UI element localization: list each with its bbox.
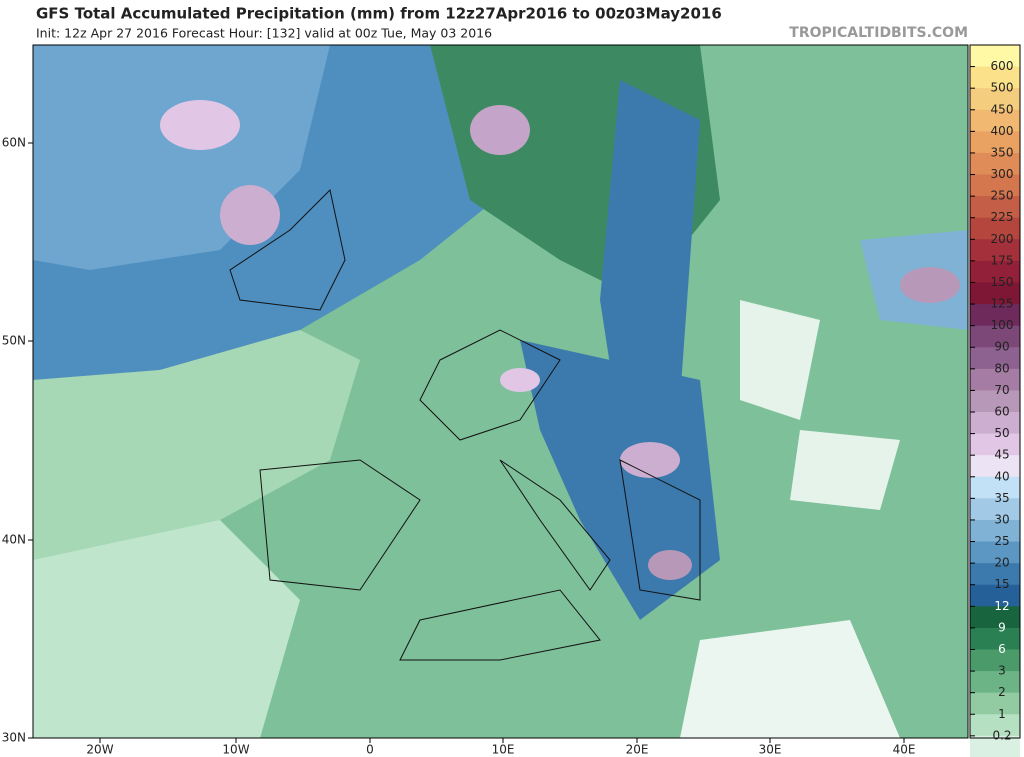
- colorbar-swatch: [970, 239, 1020, 262]
- dry-south: [33, 520, 300, 738]
- lon-label: 10E: [492, 743, 515, 757]
- colorbar-label: 400: [991, 124, 1014, 138]
- lon-label: 0: [366, 743, 374, 757]
- colorbar-label: 500: [991, 81, 1014, 95]
- lat-label: 60N: [2, 136, 26, 150]
- colorbar-swatch: [970, 109, 1020, 132]
- colorbar-swatch: [970, 541, 1020, 564]
- colorbar-label: 70: [994, 383, 1009, 397]
- map-frame: [32, 44, 969, 739]
- colorbar-swatch: [970, 260, 1020, 283]
- colorbar-swatch: [970, 735, 1020, 757]
- title: GFS Total Accumulated Precipitation (mm)…: [36, 5, 722, 23]
- colorbar-swatch: [970, 217, 1020, 240]
- colorbar-label: 6: [998, 642, 1006, 656]
- colorbar-swatch: [970, 347, 1020, 370]
- colorbar-swatch: [970, 498, 1020, 521]
- colorbar-swatch: [970, 390, 1020, 413]
- colorbar-label: 200: [991, 232, 1014, 246]
- colorbar-label: 25: [994, 534, 1009, 548]
- colorbar-swatch: [970, 282, 1020, 305]
- colorbar-label: 450: [991, 102, 1014, 116]
- colorbar-label: 80: [994, 361, 1009, 375]
- colorbar-label: 225: [991, 210, 1014, 224]
- dry-area: [790, 430, 900, 510]
- colorbar-label: 12: [994, 599, 1009, 613]
- lon-label: 30E: [759, 743, 782, 757]
- colorbar-label: 90: [994, 340, 1009, 354]
- colorbar-swatch: [970, 152, 1020, 176]
- subtitle: Init: 12z Apr 27 2016 Forecast Hour: [13…: [36, 26, 492, 41]
- colorbar-top: [970, 45, 1020, 67]
- rain-max: [620, 442, 680, 478]
- lon-label: 10W: [222, 743, 249, 757]
- brand: TROPICALTIDBITS.COM: [789, 25, 968, 41]
- colorbar-label: 2: [998, 685, 1006, 699]
- lat-label: 50N: [2, 334, 26, 348]
- colorbar-label: 125: [991, 297, 1014, 311]
- colorbar-label: 300: [991, 167, 1014, 181]
- lon-label: 40E: [893, 743, 916, 757]
- colorbar-label: 150: [991, 275, 1014, 289]
- coastlines: [229, 188, 701, 661]
- colorbar-swatch: [970, 433, 1020, 456]
- map: [33, 45, 968, 738]
- colorbar-swatch: [970, 692, 1020, 715]
- lon-label: 20W: [86, 743, 113, 757]
- colorbar-label: 0.2: [992, 728, 1011, 742]
- colorbar-label: 15: [994, 577, 1009, 591]
- rain-max: [500, 368, 540, 392]
- colorbar-swatch: [970, 304, 1020, 327]
- colorbar-label: 3: [998, 664, 1006, 678]
- rain-band: [600, 80, 700, 430]
- colorbar-swatch: [970, 519, 1020, 543]
- colorbar-swatch: [970, 174, 1020, 197]
- colorbar-label: 20: [994, 556, 1009, 570]
- colorbar-label: 40: [994, 469, 1009, 483]
- colorbar-swatch: [970, 196, 1020, 219]
- colorbar-swatch: [970, 368, 1020, 391]
- colorbar-swatch: [970, 627, 1020, 650]
- colorbar-label: 250: [991, 189, 1014, 203]
- rain-max: [900, 267, 960, 303]
- colorbar-swatch: [970, 671, 1020, 694]
- colorbar-swatch: [970, 66, 1020, 89]
- colorbar-label: 30: [994, 512, 1009, 526]
- dry-area: [740, 300, 820, 420]
- lon-label: 20E: [626, 743, 649, 757]
- rain-max: [160, 100, 240, 150]
- colorbar-label: 35: [994, 491, 1009, 505]
- colorbar-swatch: [970, 649, 1020, 672]
- lat-label: 30N: [2, 731, 26, 745]
- colorbar-label: 45: [994, 448, 1009, 462]
- colorbar-label: 600: [991, 59, 1014, 73]
- colorbar-swatch: [970, 714, 1020, 737]
- colorbar-swatch: [970, 88, 1020, 111]
- colorbar-swatch: [970, 584, 1020, 607]
- colorbar-label: 50: [994, 426, 1009, 440]
- rain-max: [470, 105, 530, 155]
- colorbar-frame: [969, 44, 1021, 739]
- colorbar-label: 1: [998, 707, 1006, 721]
- colorbar-label: 60: [994, 405, 1009, 419]
- dry-atlantic: [33, 330, 360, 560]
- colorbar-label: 100: [991, 318, 1014, 332]
- colorbar-swatch: [970, 131, 1020, 154]
- colorbar-swatch: [970, 455, 1020, 478]
- colorbar-swatch: [970, 412, 1020, 435]
- colorbar-label: 9: [998, 620, 1006, 634]
- rain-max: [220, 185, 280, 245]
- colorbar-label: 350: [991, 145, 1014, 159]
- rain-max: [648, 550, 692, 580]
- colorbar-label: 175: [991, 253, 1014, 267]
- lat-label: 40N: [2, 533, 26, 547]
- colorbar-swatch: [970, 325, 1020, 348]
- dry-area: [680, 620, 900, 738]
- colorbar-swatch: [970, 476, 1020, 499]
- colorbar-swatch: [970, 606, 1020, 629]
- colorbar-swatch: [970, 563, 1020, 586]
